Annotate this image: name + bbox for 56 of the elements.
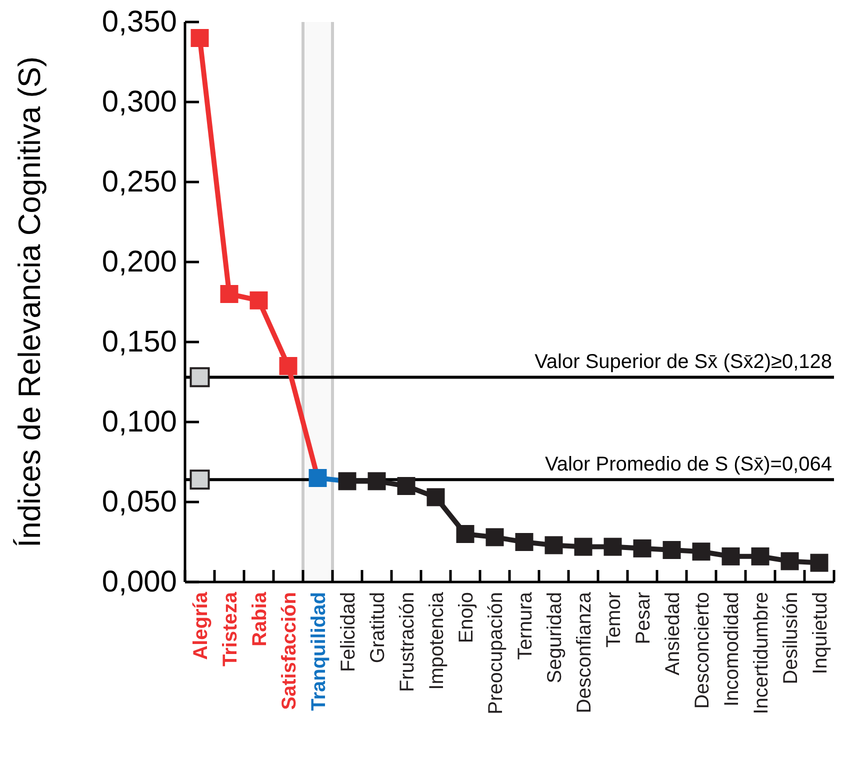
y-tick-label: 0,300	[102, 86, 177, 119]
point	[190, 29, 209, 47]
x-tick-label: Satisfacción	[278, 592, 300, 710]
point	[810, 554, 828, 572]
point	[368, 472, 386, 490]
x-tick-label: Tristeza	[219, 591, 242, 666]
x-tick-label: Inquietud	[809, 592, 832, 674]
point	[751, 547, 770, 566]
y-tick-label: 0,200	[102, 246, 177, 279]
x-tick-label: Preocupación	[484, 592, 507, 714]
point	[722, 547, 740, 566]
point	[574, 538, 592, 556]
point	[250, 291, 268, 310]
point	[456, 525, 474, 543]
x-tick-label: Incertidumbre	[750, 592, 772, 714]
point	[633, 539, 652, 558]
y-tick-label: 0,000	[102, 566, 177, 599]
point	[544, 536, 563, 554]
ref-line-label: Valor Superior de Sx̄ (Sx̄2)≥0,128	[534, 351, 832, 374]
x-tick-label: Frustración	[396, 592, 418, 692]
x-tick-label: Pesar	[632, 592, 654, 644]
y-tick-label: 0,350	[102, 6, 177, 39]
y-tick-label: 0,100	[102, 406, 177, 439]
point	[692, 542, 710, 561]
x-tick-label: Gratitud	[366, 592, 389, 664]
x-tick-label: Incomodidad	[720, 592, 743, 707]
point	[308, 469, 327, 487]
point	[486, 528, 504, 546]
x-tick-label: Desconfianza	[573, 591, 596, 714]
y-tick-label: 0,150	[102, 326, 177, 359]
point	[426, 488, 445, 506]
point	[220, 285, 238, 303]
x-tick-label: Impotencia	[426, 591, 448, 690]
point	[190, 367, 210, 388]
y-tick-label: 0,250	[102, 166, 177, 199]
x-tick-label: Desilusión	[780, 592, 802, 684]
point	[662, 541, 681, 559]
x-tick-label: Ternura	[514, 591, 536, 660]
y-tick-label: 0,050	[102, 486, 177, 519]
point	[604, 538, 622, 556]
x-tick-label: Felicidad	[337, 592, 360, 672]
x-tick-label: Ansiedad	[662, 592, 684, 676]
x-tick-label: Tranquilidad	[308, 592, 330, 711]
y-axis-title: Índices de Relevancia Cognitiva (S)	[12, 56, 47, 548]
x-tick-label: Alegría	[190, 591, 212, 660]
x-tick-label: Desconcierto	[691, 592, 714, 709]
point	[515, 533, 534, 551]
point	[338, 472, 356, 490]
x-tick-label: Rabia	[248, 591, 271, 646]
point	[397, 477, 416, 495]
point	[279, 357, 298, 375]
x-tick-label: Temor	[602, 592, 625, 648]
x-tick-label: Enojo	[455, 592, 478, 644]
point	[780, 552, 799, 570]
ref-line-label: Valor Promedio de S (Sx̄)=0,064	[544, 454, 832, 476]
x-tick-label: Seguridad	[544, 592, 566, 684]
